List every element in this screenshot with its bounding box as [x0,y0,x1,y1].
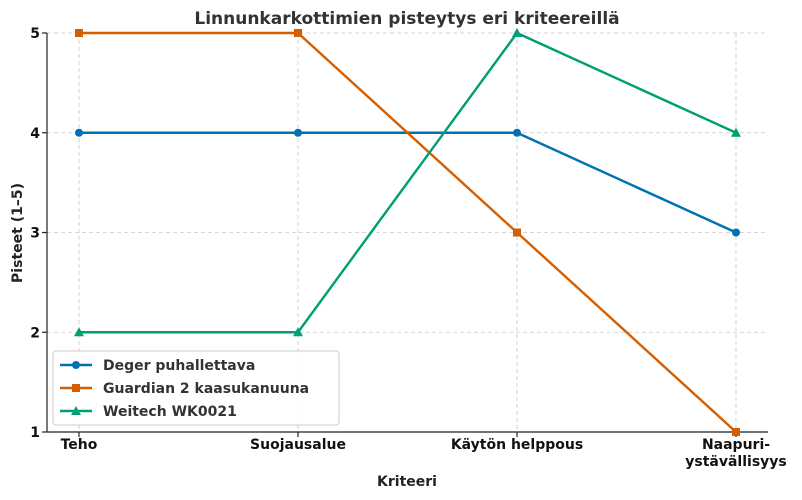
series-3 [74,28,741,337]
data-point [74,327,84,337]
axes [42,32,768,437]
legend-marker [71,406,81,415]
x-tick-label: Teho [61,437,98,453]
data-point [512,28,522,37]
data-point [293,327,303,337]
legend: Deger puhallettava Guardian 2 kaasukanuun… [52,350,340,426]
data-point [731,127,741,137]
data-point [513,228,521,237]
legend-item: Guardian 2 kaasukanuuna [60,381,309,397]
x-tick-label: Naapuri-ystävällisyys [685,437,787,470]
legend-item: Weitech WK0021 [60,404,237,420]
x-tick-labels: Teho Suojausalue Käytön helppous Naapuri-ys… [61,437,787,470]
data-point [294,128,302,137]
chart-title: Linnunkarkottimien pisteytys eri kriteer… [194,9,619,29]
y-tick-label: 2 [30,325,40,341]
y-tick-label: 4 [30,126,40,142]
legend-label: Guardian 2 kaasukanuuna [103,381,309,397]
y-tick-label: 1 [30,425,40,441]
y-axis-label: Pisteet (1–5) [10,183,26,283]
legend-label: Weitech WK0021 [103,404,237,420]
legend-marker [72,384,80,392]
series-line [79,31,737,334]
legend-item: Deger puhallettava [60,358,255,374]
y-tick-labels: 1 2 3 4 5 [30,26,40,441]
legend-marker [72,361,80,369]
y-tick-label: 5 [30,26,40,42]
data-point [75,128,83,137]
series-group [74,28,741,436]
x-tick-label: Suojausalue [250,437,346,453]
y-tick-label: 3 [30,226,40,242]
data-point [513,128,521,137]
x-tick-label: Käytön helppous [451,437,583,453]
data-point [294,29,302,37]
series-2 [75,29,740,436]
data-point [732,228,740,237]
x-axis-label: Kriteeri [377,474,437,490]
data-point [75,29,83,37]
data-point [732,428,740,436]
legend-label: Deger puhallettava [103,358,255,374]
series-line [79,31,737,433]
legend-frame [52,350,340,426]
